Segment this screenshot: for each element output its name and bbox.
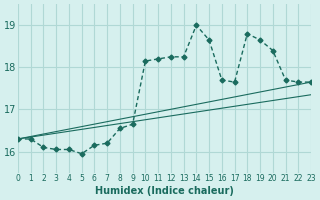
X-axis label: Humidex (Indice chaleur): Humidex (Indice chaleur): [95, 186, 234, 196]
